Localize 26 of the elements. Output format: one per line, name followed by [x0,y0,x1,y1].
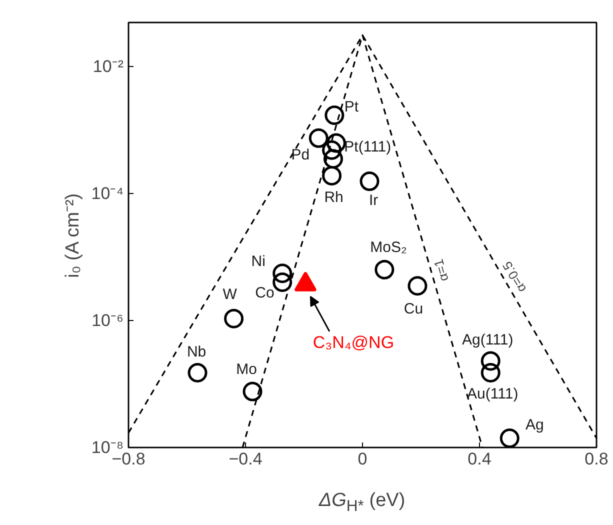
series-label: Mo [236,361,257,378]
series-label: Ni [251,252,266,270]
series-label: Pd [291,146,310,164]
x-axis-title: ΔG$_{H*}$ (eV) [318,489,406,517]
x-tick-label: −0.4 [228,450,262,468]
series-label: W [222,286,238,304]
y-tick-label: 10⁻⁴ [91,184,124,203]
y-tick-label: 10⁻⁶ [92,310,124,330]
series-label: Cu [404,300,424,318]
series-label: Rh [324,189,344,206]
series-label: Pt(111) [344,138,392,156]
series-label: Ir [368,192,378,209]
series-label: Pt [344,98,360,116]
x-tick-label: 0.4 [468,450,492,468]
y-tick-label: 10⁻² [92,56,124,76]
series-label: Au(111) [467,385,518,402]
text: α=1 [430,257,452,284]
series-label: Co [255,284,274,302]
series-label: Ag(111) [462,331,514,348]
series-label: Nb [186,343,206,360]
series-label: Ag [525,416,544,434]
x-tick-label: 0.8 [584,450,608,468]
series-label: MoS₂ [370,239,407,256]
y-axis-title: i₀ (A cm⁻²) [62,193,84,278]
annotation: C₃N₄@NG [312,332,394,352]
x-tick-label: 0 [358,450,368,468]
